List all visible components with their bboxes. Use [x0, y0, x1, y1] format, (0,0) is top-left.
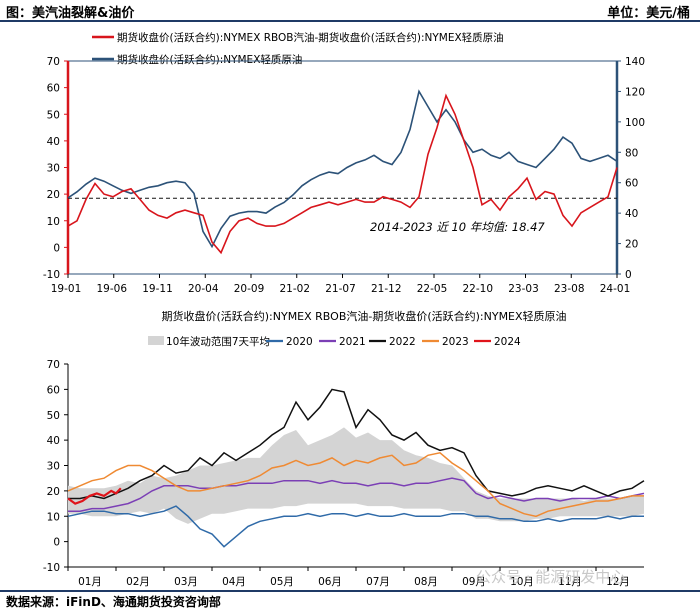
crack-spread-vs-crude-chart: 期货收盘价(活跃合约):NYMEX RBOB汽油-期货收盘价(活跃合约):NYM…	[43, 31, 645, 295]
chart2-title: 期货收盘价(活跃合约):NYMEX RBOB汽油-期货收盘价(活跃合约):NYM…	[161, 309, 566, 323]
legend-label-crack-spread: 期货收盘价(活跃合约):NYMEX RBOB汽油-期货收盘价(活跃合约):NYM…	[117, 31, 504, 44]
x-axis-tick-label: 23-08	[554, 283, 585, 295]
y-axis-tick-label: 20	[47, 486, 60, 498]
chart2-legend: 10年波动范围7天平均 2020 2021 2022 2023 2024	[148, 335, 521, 348]
unit-label: 单位：美元/桶	[607, 6, 690, 21]
x-axis-tick-label: 23-03	[508, 283, 539, 295]
y-axis-tick-label: 60	[47, 384, 60, 396]
x-axis-tick-label: 21-02	[279, 283, 310, 295]
x-axis-tick-label: 21-12	[371, 283, 402, 295]
legend-label-band: 10年波动范围7天平均	[166, 335, 270, 348]
legend-label-y2021: 2021	[339, 336, 366, 348]
left-axis-tick-label: 20	[47, 189, 60, 201]
average-line-label: 2014-2023 近 10 年均值: 18.47	[370, 220, 545, 234]
right-axis-tick-label: 40	[625, 208, 638, 220]
chart1-axes: -10 0 10 20 30 40 50 60 70 0 20 40 60 80 100 120 140 19-0…	[43, 56, 645, 295]
header-rule	[0, 20, 700, 22]
footer-rule	[0, 590, 700, 592]
x-axis-tick-label: 20-09	[234, 283, 265, 295]
left-axis-tick-label: -10	[43, 269, 60, 281]
series-line-2024	[67, 487, 122, 505]
x-axis-tick-label: 03月	[174, 576, 198, 587]
x-axis-tick-label: 07月	[366, 576, 390, 587]
series-line-2022	[68, 388, 645, 500]
y-axis-tick-label: 10	[47, 511, 60, 523]
right-axis-tick-label: 120	[625, 86, 645, 98]
series-line-red	[67, 93, 618, 255]
chart1-plot	[67, 89, 618, 255]
left-axis-tick-label: 0	[53, 242, 60, 254]
x-axis-tick-label: 01月	[78, 576, 102, 587]
x-axis-tick-label: 24-01	[600, 283, 631, 295]
series-line-2020	[67, 505, 644, 548]
chart1-legend: 期货收盘价(活跃合约):NYMEX RBOB汽油-期货收盘价(活跃合约):NYM…	[92, 31, 504, 66]
series-line-2023	[67, 451, 644, 518]
data-source: 数据来源：iFinD、海通期货投资咨询部	[6, 595, 221, 609]
right-axis-tick-label: 60	[625, 178, 638, 190]
legend-label-crude: 期货收盘价(活跃合约):NYMEX轻质原油	[117, 53, 302, 66]
x-axis-tick-label: 22-10	[462, 283, 493, 295]
series-line-2021	[68, 477, 645, 512]
x-axis-tick-label: 11月	[558, 576, 582, 587]
figure-header: 图：美汽油裂解&油价 单位：美元/桶	[0, 0, 700, 22]
x-axis-tick-label: 05月	[270, 576, 294, 587]
right-axis-tick-label: 140	[625, 56, 645, 68]
x-axis-tick-label: 08月	[414, 576, 438, 587]
right-axis-tick-label: 80	[625, 147, 638, 159]
x-axis-tick-label: 04月	[222, 576, 246, 587]
y-axis-tick-label: 40	[47, 435, 60, 447]
watermark: 公众号 · 能源研发中心	[476, 568, 626, 586]
x-axis-tick-label: 02月	[126, 576, 150, 587]
left-axis-tick-label: 10	[47, 216, 60, 228]
x-axis-tick-label: 12月	[606, 576, 630, 587]
right-axis-tick-label: 0	[625, 269, 632, 281]
x-axis-tick-label: 19-01	[51, 283, 82, 295]
seasonal-crack-spread-chart: 期货收盘价(活跃合约):NYMEX RBOB汽油-期货收盘价(活跃合约):NYM…	[43, 309, 645, 587]
left-axis-tick-label: 50	[47, 109, 60, 121]
x-axis-tick-label: 22-05	[417, 283, 448, 295]
x-axis-tick-label: 19-11	[142, 283, 173, 295]
y-axis-tick-label: 30	[47, 461, 60, 473]
x-axis-tick-label: 10月	[510, 576, 534, 587]
y-axis-tick-label: 50	[47, 410, 60, 422]
right-axis-tick-label: 100	[625, 117, 645, 129]
x-axis-tick-label: 20-04	[188, 283, 219, 295]
series-line-navy	[67, 89, 618, 249]
volatility-band	[68, 427, 644, 524]
legend-label-y2024: 2024	[494, 336, 521, 348]
legend-label-y2022: 2022	[389, 336, 416, 348]
figure-title: 图：美汽油裂解&油价	[6, 6, 135, 21]
legend-label-y2023: 2023	[442, 336, 469, 348]
left-axis-tick-label: 60	[47, 83, 60, 95]
x-axis-tick-label: 09月	[462, 576, 486, 587]
y-axis-tick-label: 0	[53, 537, 60, 549]
x-axis-tick-label: 21-07	[325, 283, 356, 295]
left-axis-tick-label: 70	[47, 56, 60, 68]
left-axis-tick-label: 30	[47, 163, 60, 175]
chart2-plot	[67, 388, 645, 548]
left-axis-tick-label: 40	[47, 136, 60, 148]
y-axis-tick-label: -10	[43, 562, 60, 574]
y-axis-tick-label: 70	[47, 359, 60, 371]
legend-label-y2020: 2020	[286, 336, 313, 348]
x-axis-tick-label: 06月	[318, 576, 342, 587]
x-axis-tick-label: 19-06	[96, 283, 127, 295]
chart2-axes: -10 0 10 20 30 40 50 60 70 01月 02月 03月 04月 05月 06月 07月 0…	[43, 359, 644, 587]
legend-swatch-band	[148, 336, 164, 345]
right-axis-tick-label: 20	[625, 239, 638, 251]
